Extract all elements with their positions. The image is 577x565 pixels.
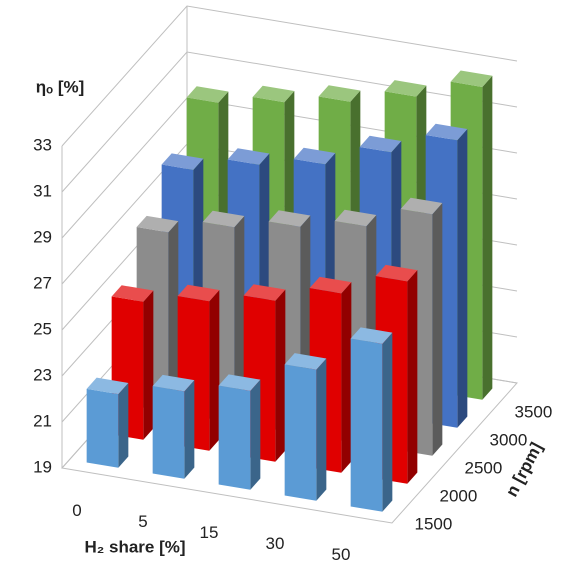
bar-top (318, 85, 361, 102)
bar-side (184, 380, 195, 479)
bar-side (457, 129, 468, 428)
bar-side (234, 216, 245, 423)
y-tick-label: 27 (33, 273, 52, 292)
bar-top (202, 210, 245, 228)
bar-top (425, 123, 468, 141)
bar-top (268, 210, 311, 227)
bar (218, 374, 261, 490)
legend-label: 3000 (490, 430, 528, 449)
bar-top (186, 86, 229, 103)
legend-label: 3500 (515, 402, 553, 421)
y-tick-label: 21 (33, 411, 52, 430)
y-tick-label: 31 (33, 181, 52, 200)
bar-top (111, 285, 154, 302)
bar-front (284, 364, 317, 501)
bar-side (341, 282, 352, 473)
bar-top (384, 80, 427, 97)
bar-top (161, 153, 204, 170)
legend-label: 2000 (440, 486, 478, 505)
bar-top (136, 215, 179, 233)
bar-side (316, 358, 327, 501)
legend-label: 1500 (415, 514, 453, 533)
bar-side (382, 332, 393, 512)
bar-top (227, 148, 270, 165)
bar-side (482, 75, 493, 400)
y-tick-label: 33 (33, 135, 52, 154)
bar-side (209, 290, 220, 451)
bar-side (118, 382, 129, 468)
bar-top (309, 276, 352, 294)
y-tick-label: 23 (33, 365, 52, 384)
y-tick-label: 25 (33, 319, 52, 338)
bar-top (359, 135, 402, 153)
x-tick-label: 5 (138, 512, 147, 531)
grid-line (61, 5, 518, 147)
bar (86, 377, 129, 468)
bar (284, 353, 327, 501)
x-axis-title: H₂ share [%] (84, 537, 185, 556)
bar-top (350, 327, 393, 344)
bar-top (334, 209, 377, 227)
y-tick-label: 29 (33, 227, 52, 246)
bar-side (168, 221, 179, 412)
bar (152, 374, 195, 479)
bar-side (275, 289, 286, 462)
bar-front (86, 388, 119, 468)
bar-side (407, 270, 418, 484)
bar-top (400, 197, 443, 215)
bar-top (243, 284, 286, 301)
bar-top (284, 353, 327, 370)
bar-top (152, 374, 195, 392)
x-tick-label: 15 (200, 523, 219, 542)
bar-top (293, 147, 336, 165)
bar-top (86, 377, 129, 395)
bar-side (143, 290, 154, 440)
bar-top (218, 374, 261, 391)
bar-front (218, 385, 251, 490)
x-tick-label: 50 (332, 545, 351, 564)
bar-front (152, 386, 185, 479)
x-tick-label: 30 (266, 534, 285, 553)
bar-front (350, 338, 383, 512)
bar-top (252, 85, 295, 103)
bar-side (250, 379, 261, 490)
x-tick-label: 0 (72, 501, 81, 520)
bar-top (450, 70, 493, 87)
bar-side (432, 203, 443, 456)
bar-top (177, 284, 220, 302)
legend-label: 2500 (465, 458, 503, 477)
bar (243, 284, 286, 462)
bar-top (375, 264, 418, 282)
y-axis-title: ηₒ [%] (36, 77, 85, 96)
bar (350, 327, 393, 512)
y-tick-label: 19 (33, 457, 52, 476)
